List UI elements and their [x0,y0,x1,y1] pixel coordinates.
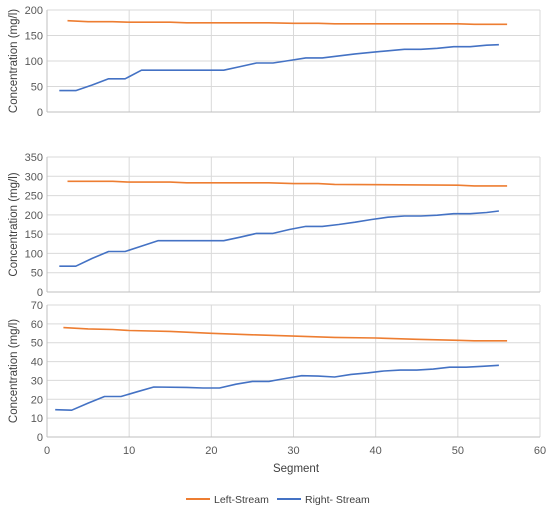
y-tick-label: 100 [25,56,43,68]
x-tick-label: 10 [123,445,135,457]
y-tick-label: 150 [25,31,43,43]
y-tick-label: 50 [31,338,43,350]
legend-label: Left-Stream [214,494,269,506]
y-tick-label: 150 [25,229,43,241]
y-axis-title: Concentration (mg/l) [8,172,20,276]
y-tick-label: 50 [31,82,43,94]
x-tick-label: 50 [452,445,464,457]
y-axis-title: Concentration (mg/l) [8,319,20,423]
y-tick-label: 350 [25,152,43,164]
y-tick-label: 200 [25,210,43,222]
y-tick-label: 0 [37,287,43,299]
y-tick-label: 0 [37,432,43,444]
y-tick-label: 10 [31,413,43,425]
series-line-right-stream [59,210,499,268]
legend: Left-Stream Right- Stream [186,494,370,506]
series-line-right-stream [59,43,499,92]
x-axis-title: Segment [273,463,320,475]
x-tick-label: 60 [534,445,546,457]
y-tick-label: 60 [31,319,43,331]
x-axis: 0 10 20 30 40 50 60 [44,445,546,457]
y-axis-title: Concentration (mg/l) [8,9,20,113]
y-tick-label: 300 [25,171,43,183]
y-tick-label: 50 [31,268,43,280]
y-tick-label: 70 [31,300,43,312]
y-tick-label: 200 [25,5,43,17]
legend-label: Right- Stream [305,494,370,506]
panel-1: 0 50 100 150 200 Concentration (mg/l) [8,5,541,119]
y-tick-label: 250 [25,191,43,203]
y-tick-label: 20 [31,394,43,406]
series-line-left-stream [63,326,508,342]
y-tick-label: 0 [37,107,43,119]
panel-2: 0 50 100 150 200 250 300 350 Concentration (mg/l… [8,152,541,299]
x-tick-label: 30 [287,445,299,457]
y-tick-label: 30 [31,375,43,387]
x-tick-label: 20 [205,445,217,457]
panel-3: 0 10 20 30 40 50 60 70 Concentration (mg/l) [8,300,541,444]
series-line-left-stream [67,180,508,187]
x-tick-label: 40 [370,445,382,457]
series-line-left-stream [67,19,508,26]
x-tick-label: 0 [44,445,50,457]
y-tick-label: 40 [31,357,43,369]
series-line-right-stream [55,364,499,412]
y-tick-label: 100 [25,248,43,260]
